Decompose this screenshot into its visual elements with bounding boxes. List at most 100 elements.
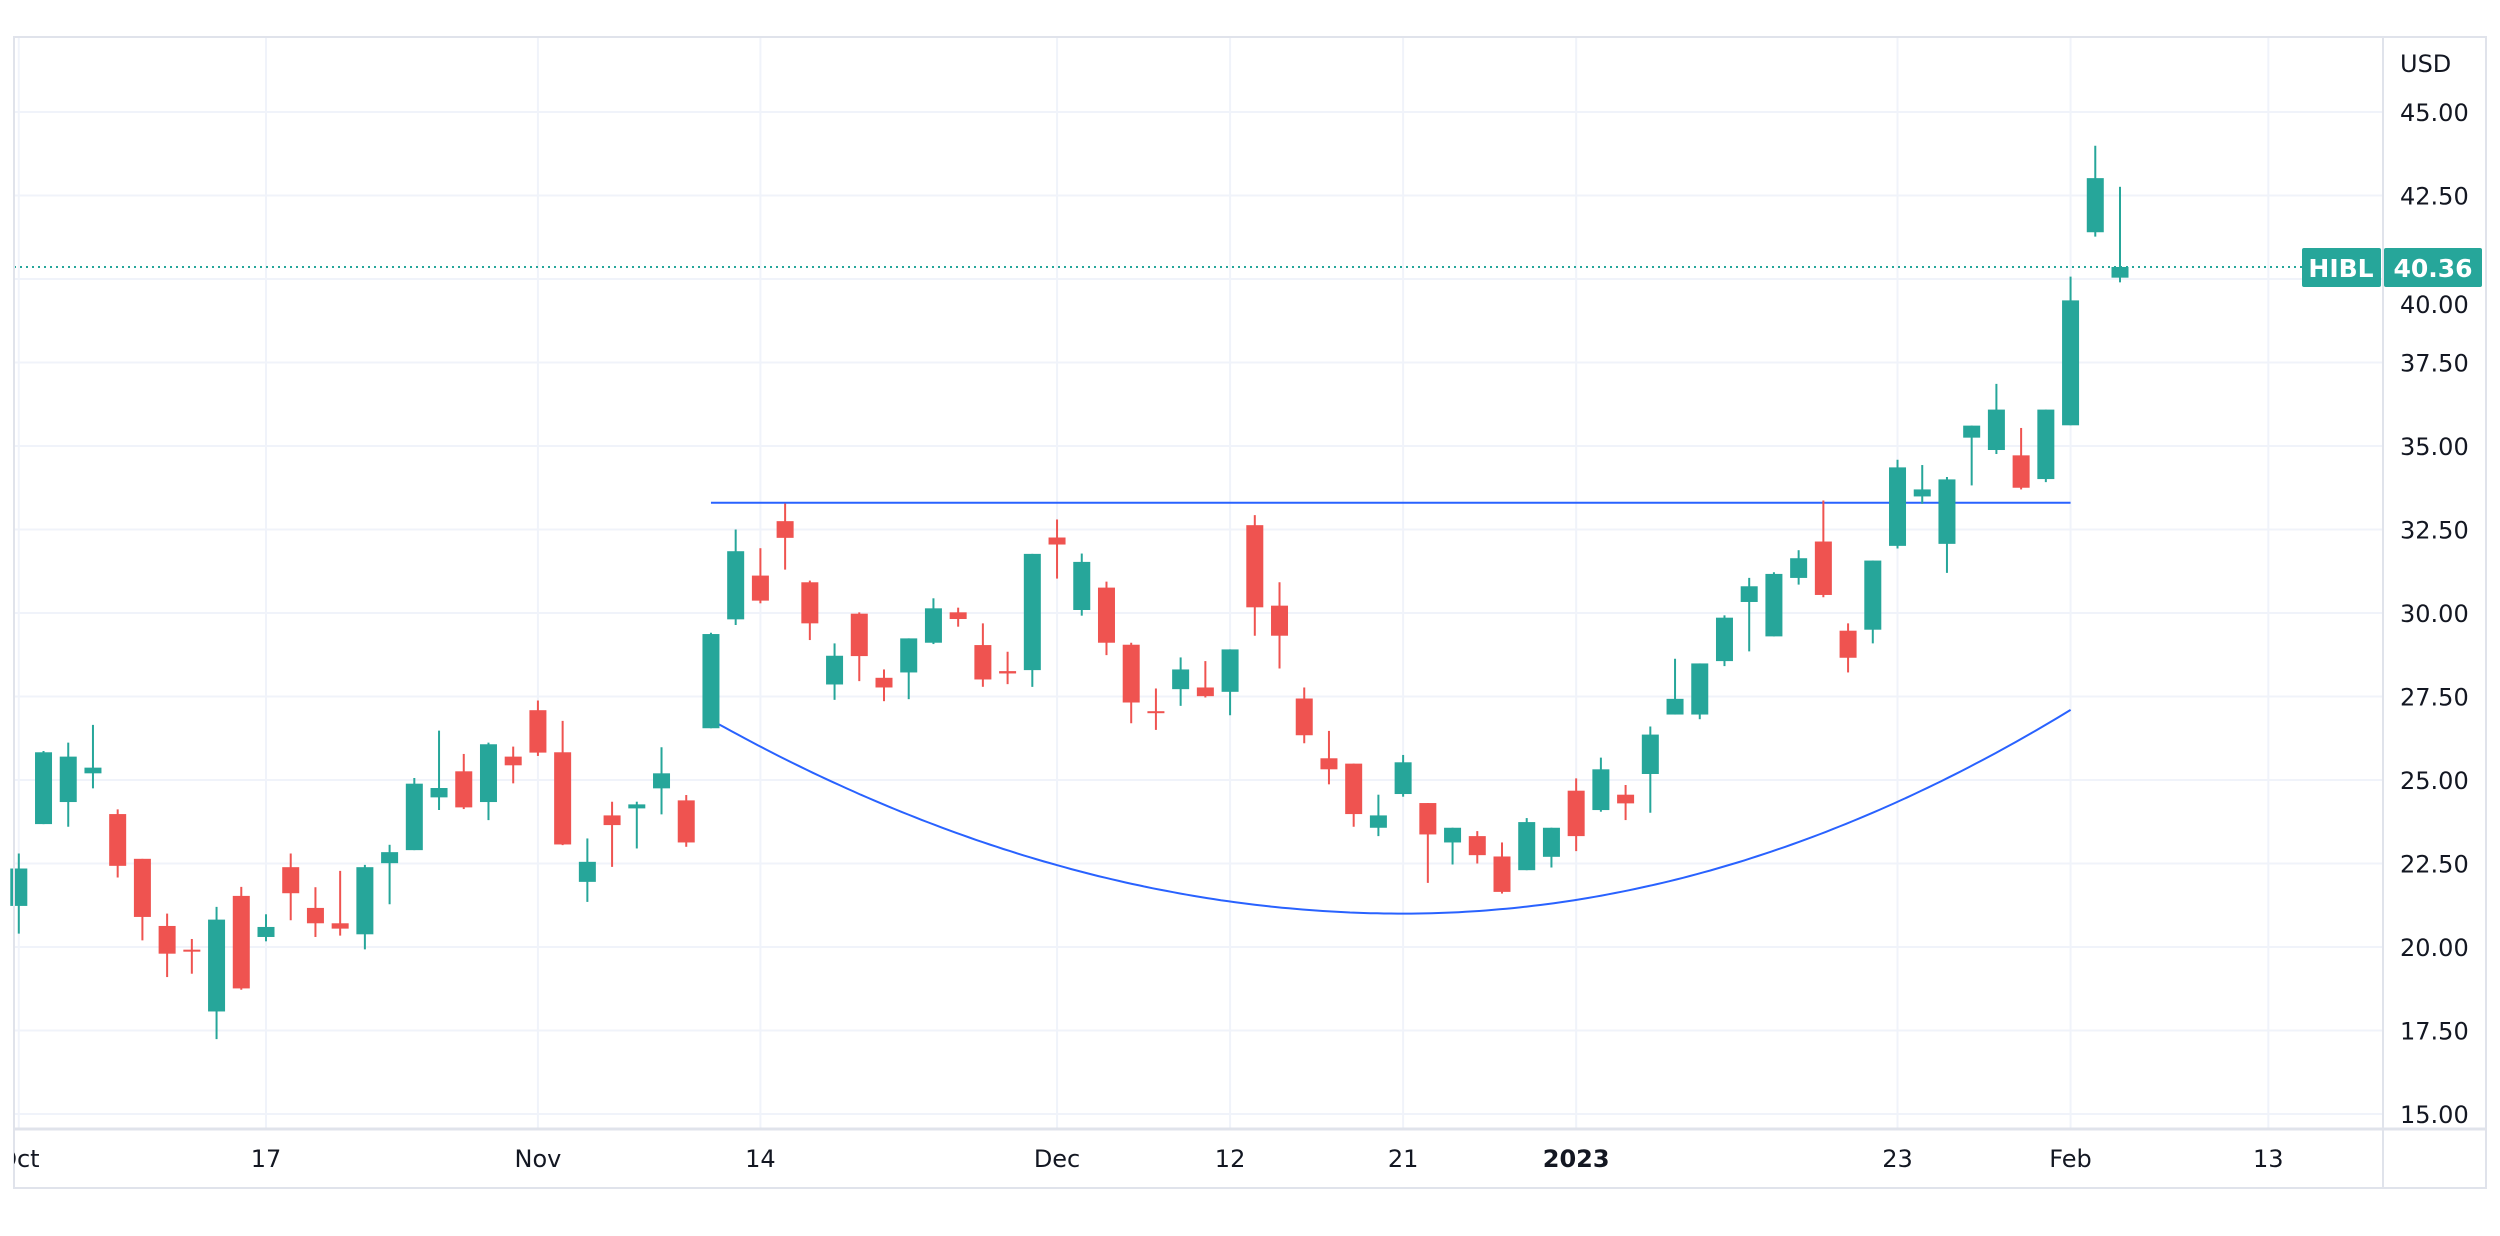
- candle: [1048, 519, 1066, 579]
- candle-body: [1814, 541, 1832, 595]
- candle: [529, 700, 547, 756]
- candle: [2111, 186, 2129, 283]
- candle-body: [1073, 561, 1091, 610]
- candle-body: [653, 773, 671, 789]
- candle: [776, 503, 794, 570]
- candle-body: [1369, 815, 1387, 828]
- grid: [14, 37, 2383, 1129]
- candle-body: [1518, 822, 1536, 871]
- candle: [1864, 560, 1882, 644]
- price-tick-label: 17.50: [2400, 1018, 2469, 1046]
- candle-body: [677, 800, 695, 843]
- candle: [702, 632, 720, 729]
- candle-body: [1666, 698, 1684, 715]
- candle: [826, 643, 844, 700]
- candle: [282, 853, 300, 921]
- time-tick-label: 12: [1215, 1145, 1246, 1173]
- candle-body: [504, 756, 522, 766]
- candle-body: [1864, 560, 1882, 630]
- candle-body: [1419, 803, 1437, 835]
- candle-body: [1048, 537, 1066, 545]
- candle-body: [1765, 573, 1783, 637]
- candle: [850, 612, 868, 682]
- price-tick-label: 30.00: [2400, 600, 2469, 628]
- price-tick-label: 42.50: [2400, 183, 2469, 211]
- candle-body: [702, 634, 720, 729]
- candle: [1122, 642, 1140, 724]
- candle-body: [208, 919, 226, 1012]
- candle-body: [1246, 525, 1264, 608]
- candle-body: [430, 788, 448, 798]
- candle-body: [1617, 794, 1635, 804]
- candle-body: [603, 815, 621, 826]
- candle-body: [1715, 617, 1733, 662]
- candle-body: [1839, 630, 1857, 658]
- candle: [1913, 465, 1931, 504]
- candle: [306, 887, 324, 937]
- candle-body: [1938, 479, 1956, 544]
- candle-body: [875, 677, 893, 688]
- price-tick-label: 27.50: [2400, 684, 2469, 712]
- candle-body: [1444, 827, 1462, 843]
- candle-body: [133, 858, 151, 917]
- candle-body: [257, 926, 275, 937]
- candle: [751, 548, 769, 604]
- candle: [1345, 763, 1363, 827]
- time-tick-label: 14: [745, 1145, 776, 1173]
- candle-body: [1691, 663, 1709, 715]
- candle: [924, 598, 942, 645]
- candle: [1790, 550, 1808, 585]
- candle: [1987, 383, 2005, 455]
- candle: [875, 669, 893, 702]
- candle: [2037, 409, 2055, 483]
- candle: [2086, 145, 2104, 237]
- candle-body: [949, 612, 967, 620]
- candle: [1641, 726, 1659, 813]
- price-axis-labels: 15.00 17.50 20.00 22.50 25.00 27.50 30.00 32.50…: [2400, 99, 2469, 1129]
- candle: [1493, 842, 1511, 894]
- candle-body: [84, 767, 102, 774]
- candle-body: [727, 551, 745, 620]
- candle-body: [1740, 586, 1758, 602]
- time-axis[interactable]: [15, 1130, 2382, 1187]
- time-tick-label: 17: [251, 1145, 282, 1173]
- candle: [1666, 658, 1684, 715]
- last-price-tag: 40.36: [2384, 248, 2482, 287]
- candle: [1938, 477, 1956, 573]
- candle: [1295, 687, 1313, 744]
- candle-body: [1147, 711, 1165, 714]
- candle-body: [1122, 644, 1140, 703]
- candle: [999, 651, 1017, 685]
- cup-curve: [710, 709, 2072, 915]
- candle-body: [35, 752, 53, 825]
- candle-body: [282, 867, 300, 894]
- price-tick-label: 20.00: [2400, 934, 2469, 962]
- candle-body: [2086, 178, 2104, 233]
- candle-body: [850, 613, 868, 657]
- candle-body: [1097, 587, 1115, 643]
- candle: [356, 864, 374, 950]
- candle: [1444, 827, 1462, 865]
- candle: [158, 913, 176, 978]
- candle-body: [578, 861, 596, 882]
- price-tick-label: 25.00: [2400, 767, 2469, 795]
- candle-body: [529, 710, 547, 753]
- candle-body: [751, 575, 769, 601]
- candle: [133, 858, 151, 941]
- candle: [208, 906, 226, 1040]
- candle-body: [900, 638, 918, 673]
- candle-body: [776, 521, 794, 538]
- time-tick-label: 2023: [1543, 1145, 1610, 1173]
- candle-body: [1271, 605, 1289, 636]
- candle-body: [1468, 836, 1486, 856]
- candle: [232, 886, 250, 990]
- candle: [10, 853, 28, 934]
- symbol-label: HIBL: [2308, 254, 2373, 283]
- candle-body: [1345, 763, 1363, 815]
- candle-body: [158, 925, 176, 954]
- candle: [1246, 515, 1264, 636]
- candle: [257, 914, 275, 942]
- candle: [331, 870, 349, 936]
- candles-layer: [10, 145, 2129, 1040]
